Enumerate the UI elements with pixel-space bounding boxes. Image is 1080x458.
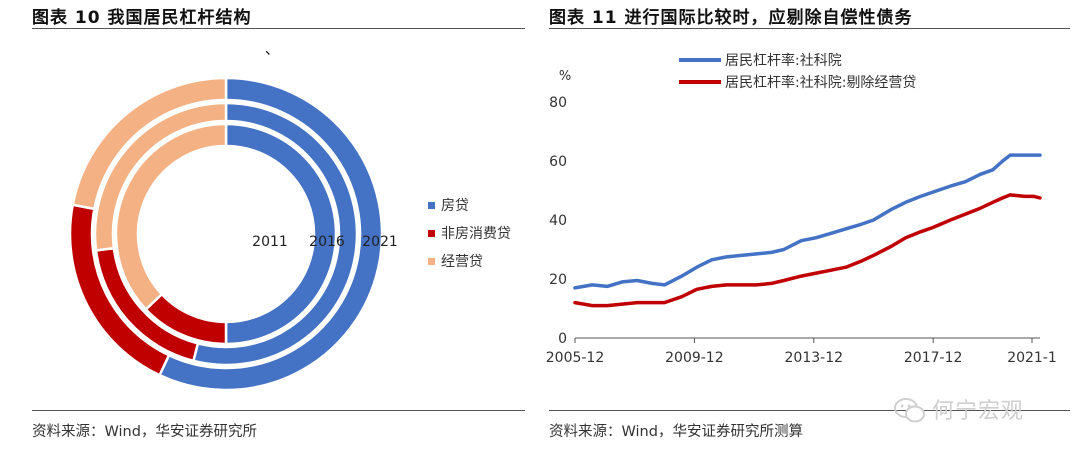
stray-mark: 、	[265, 42, 279, 58]
title-rule	[32, 28, 525, 29]
x-tick-label-4: 2021-1	[1007, 350, 1057, 366]
figure-11-panel: 图表 11 进行国际比较时，应剔除自偿性债务 居民杠杆率:社科院 居民杠杆率:社科…	[545, 0, 1070, 458]
legend-swatch-1	[428, 230, 435, 237]
x-tick-label-3: 2017-12	[904, 350, 963, 366]
legend-swatch-0	[428, 202, 435, 209]
donut-slice-2011-2	[114, 122, 228, 312]
donut-slice-2016-2	[93, 101, 228, 252]
y-axis-unit-label: %	[559, 69, 571, 84]
series-line-0	[573, 153, 1042, 290]
legend-label-1: 非房消费贷	[441, 226, 511, 242]
x-axis: 2005-12 2009-12 2013-12 2017-12 2021-1	[546, 337, 1057, 366]
x-tick-label-2: 2013-12	[785, 350, 844, 366]
ring-label-2021: 2021	[362, 234, 398, 250]
title-rule	[549, 28, 1070, 29]
watermark-text: 何宁宏观	[932, 399, 1025, 424]
y-tick-label-80: 80	[549, 95, 567, 111]
donut-rings	[68, 76, 384, 392]
legend-label-0: 房贷	[441, 198, 469, 214]
x-tick-label-1: 2009-12	[665, 350, 724, 366]
y-tick-label-20: 20	[549, 272, 567, 288]
source-rule	[549, 410, 1070, 411]
donut-slice-2021-2	[71, 76, 228, 211]
series-lines	[573, 153, 1042, 308]
ring-label-2011: 2011	[252, 234, 288, 250]
x-tick-label-0: 2005-12	[546, 350, 605, 366]
wechat-icon	[894, 398, 925, 423]
figure-10-title: 图表 10 我国居民杠杆结构	[32, 8, 252, 28]
y-tick-label-40: 40	[549, 213, 567, 229]
figure-10-source: 资料来源：Wind，华安证券研究所	[32, 424, 257, 440]
y-tick-label-0: 0	[558, 331, 567, 347]
series-line-1	[573, 193, 1042, 308]
ring-labels: 2011 2016 2021	[252, 234, 398, 250]
y-axis: 0 20 40 60 80	[549, 95, 567, 347]
figure-10-panel: 图表 10 我国居民杠杆结构 、 2011 2016 2021 房贷非房消费贷经营贷…	[0, 0, 525, 458]
legend-label-2: 经营贷	[441, 254, 483, 270]
ring-label-2016: 2016	[309, 234, 345, 250]
figure-11-source: 资料来源：Wind，华安证券研究所测算	[549, 424, 803, 440]
source-rule	[32, 410, 525, 411]
y-tick-label-60: 60	[549, 154, 567, 170]
legend-label-0: 居民杠杆率:社科院	[725, 52, 842, 69]
legend-label-1: 居民杠杆率:社科院:剔除经营贷	[725, 74, 916, 91]
figure-11-title: 图表 11 进行国际比较时，应剔除自偿性债务	[549, 8, 913, 28]
legend-swatch-2	[428, 258, 435, 265]
